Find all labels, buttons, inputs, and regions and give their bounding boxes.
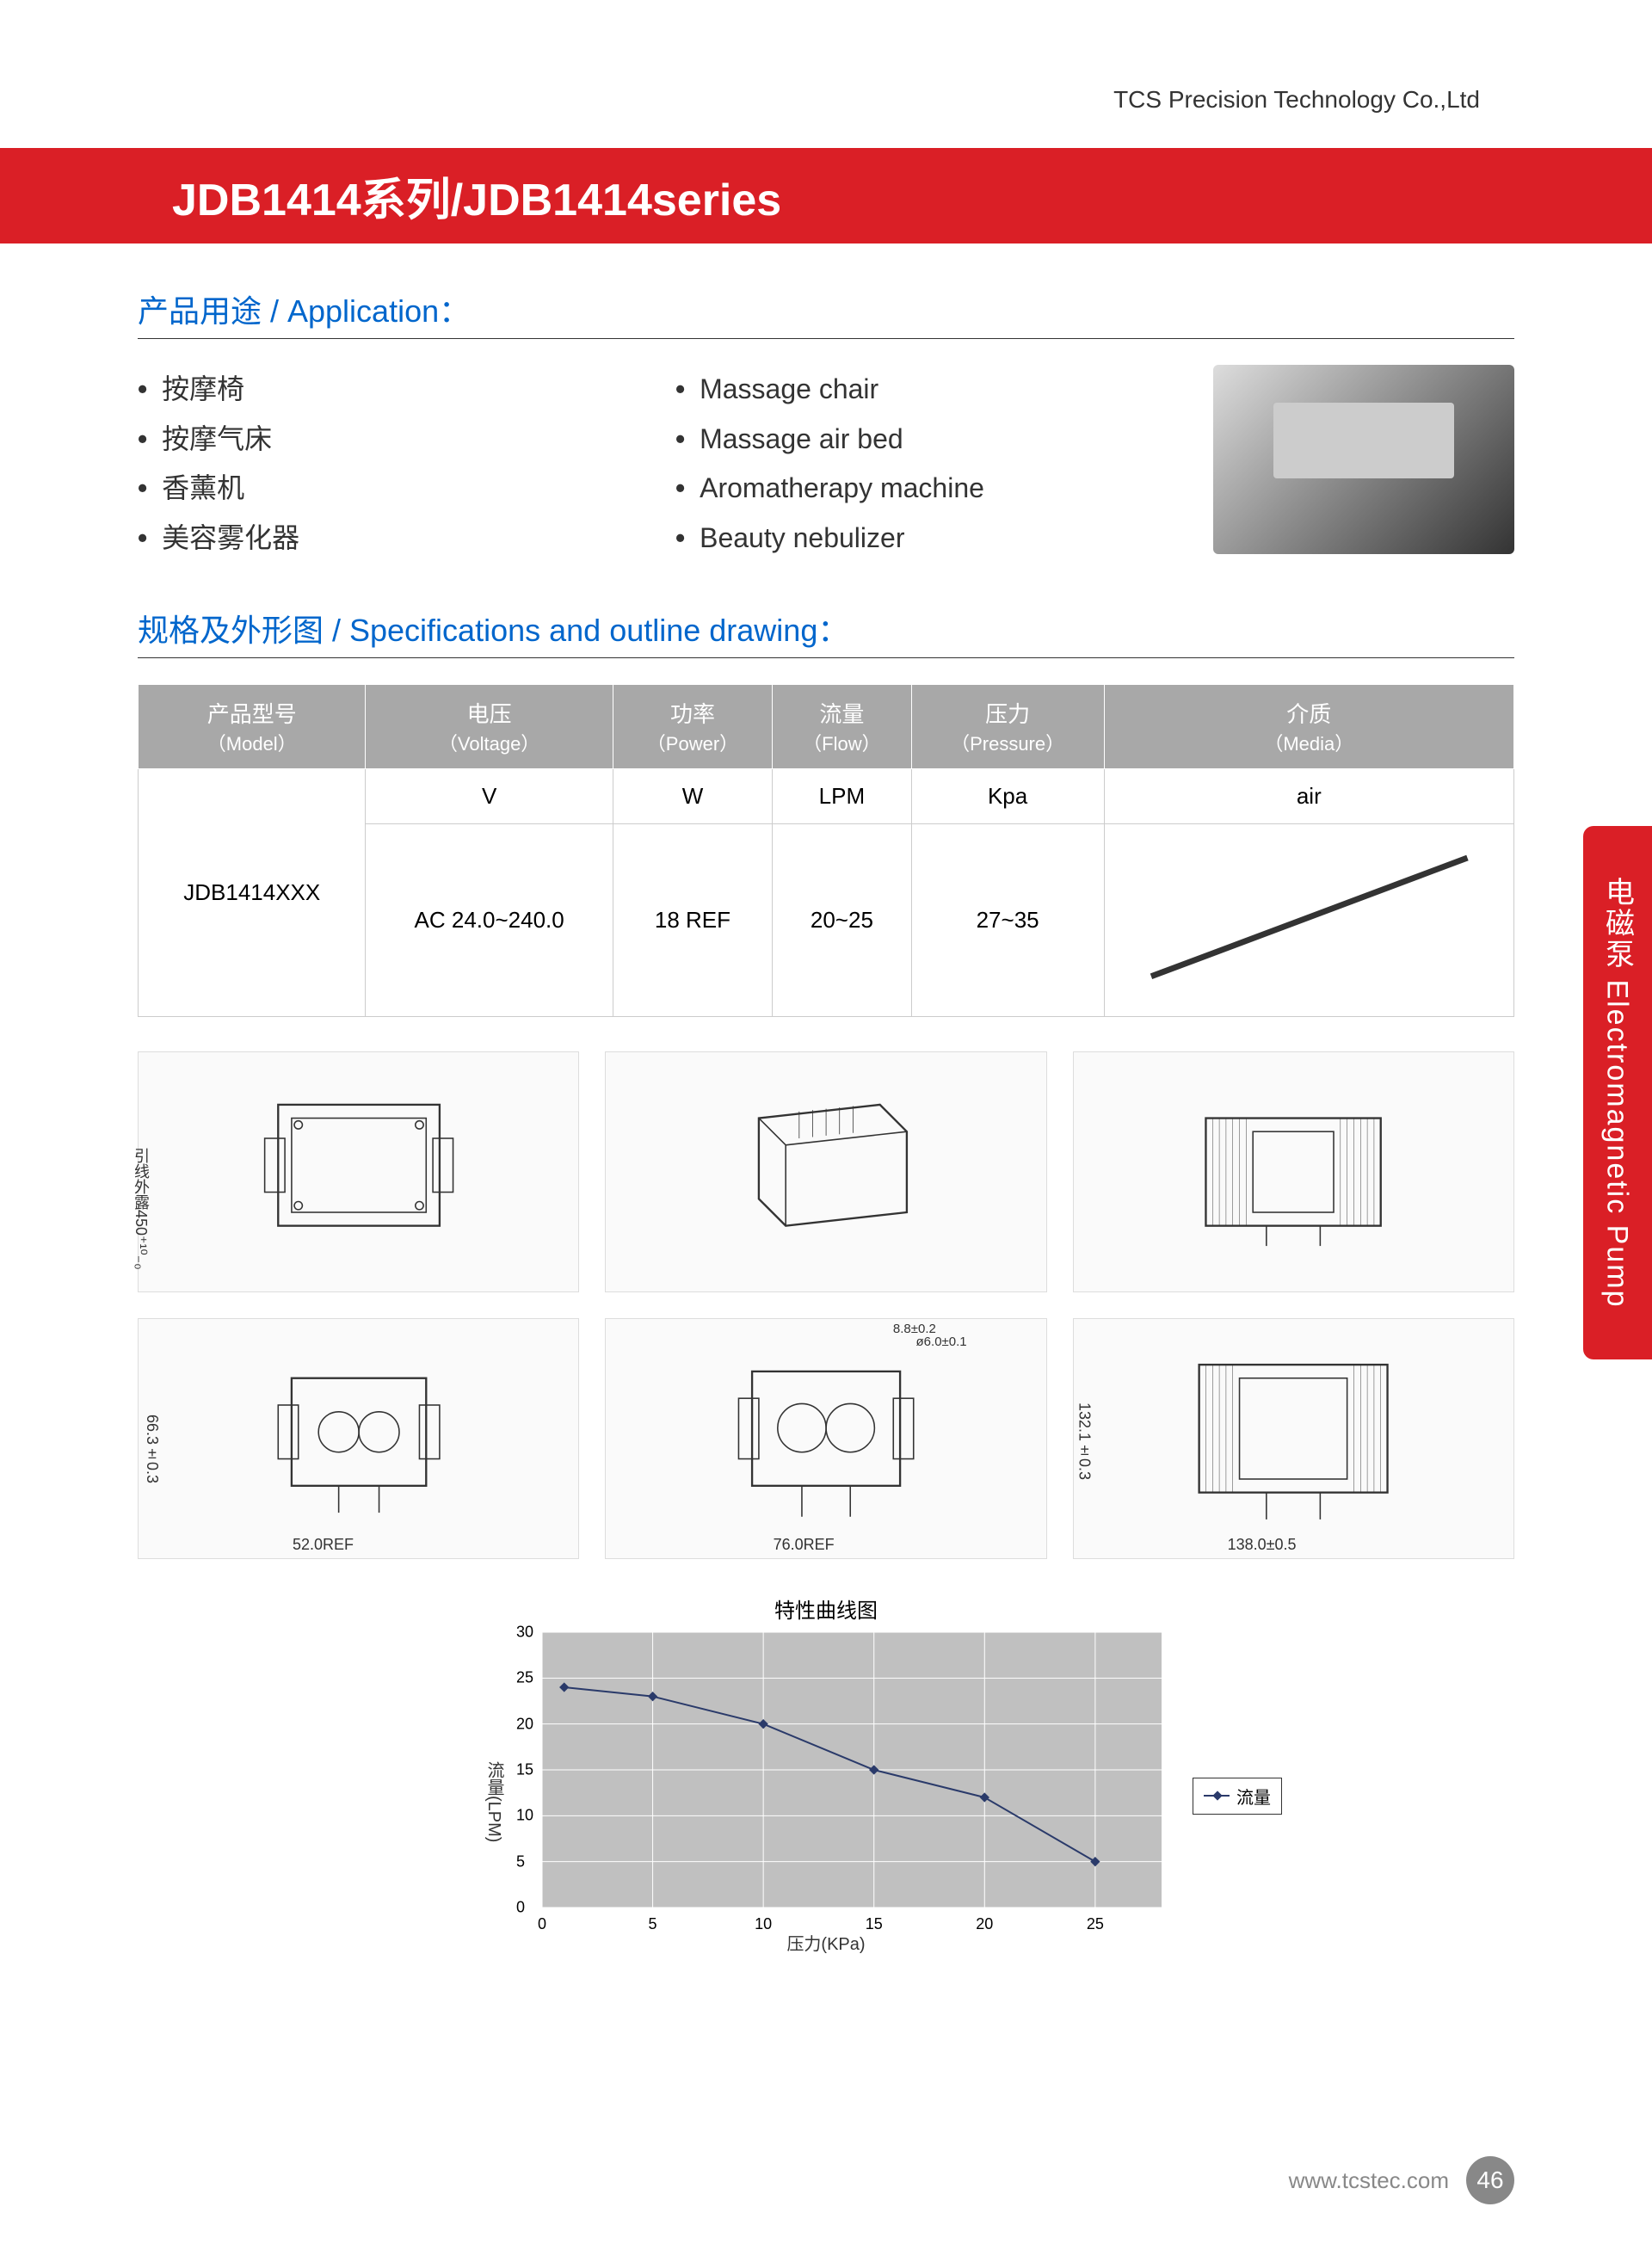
table-cell: Kpa xyxy=(911,769,1104,824)
dim-width1: 52.0REF xyxy=(293,1536,354,1554)
app-item: 美容雾化器 xyxy=(138,514,624,564)
app-item: Massage air bed xyxy=(675,415,1162,465)
product-photo xyxy=(1213,365,1514,554)
table-header: 压力（Pressure） xyxy=(911,685,1104,769)
drawing-top xyxy=(1073,1051,1514,1292)
y-axis-label: 流量(LPM) xyxy=(482,1761,507,1842)
company-name: TCS Precision Technology Co.,Ltd xyxy=(138,86,1514,114)
title-bar: JDB1414系列/JDB1414series xyxy=(0,148,1652,243)
page-number: 46 xyxy=(1466,2156,1514,2204)
dim-lead: 引线外露450⁺¹⁰₋₀ xyxy=(130,1148,152,1270)
table-header: 电压（Voltage） xyxy=(366,685,613,769)
chart-legend: 流量 xyxy=(1193,1778,1282,1815)
x-tick: 5 xyxy=(649,1915,657,1933)
drawing-iso1 xyxy=(605,1051,1046,1292)
table-cell: air xyxy=(1104,769,1513,824)
y-tick: 30 xyxy=(516,1624,533,1642)
app-list-cn: 按摩椅按摩气床香薰机美容雾化器 xyxy=(138,365,624,563)
chart-title: 特性曲线图 xyxy=(138,1593,1514,1624)
spec-table: 产品型号（Model）电压（Voltage）功率（Power）流量（Flow）压… xyxy=(138,684,1514,1017)
table-header: 功率（Power） xyxy=(613,685,772,769)
table-header: 流量（Flow） xyxy=(773,685,911,769)
table-cell: LPM xyxy=(773,769,911,824)
app-list-en: Massage chairMassage air bedAromatherapy… xyxy=(675,365,1162,563)
x-tick: 15 xyxy=(866,1915,883,1933)
dim-width2: 76.0REF xyxy=(774,1536,835,1554)
y-tick: 25 xyxy=(516,1669,533,1687)
x-tick: 0 xyxy=(538,1915,546,1933)
app-item: Massage chair xyxy=(675,365,1162,415)
section-application: 产品用途 / Application： xyxy=(138,287,1514,339)
drawing-side2: 76.0REF 8.8±0.2 ø6.0±0.1 xyxy=(605,1318,1046,1559)
y-tick: 20 xyxy=(516,1715,533,1733)
table-cell: JDB1414XXX xyxy=(139,769,366,1017)
table-header: 介质（Media） xyxy=(1104,685,1513,769)
section-specifications: 规格及外形图 / Specifications and outline draw… xyxy=(138,606,1514,658)
table-cell: 27~35 xyxy=(911,824,1104,1017)
table-cell: 20~25 xyxy=(773,824,911,1017)
table-cell: V xyxy=(366,769,613,824)
app-item: Beauty nebulizer xyxy=(675,514,1162,564)
app-item: Aromatherapy machine xyxy=(675,464,1162,514)
performance-chart xyxy=(542,1632,1162,1908)
app-item: 香薰机 xyxy=(138,464,624,514)
app-item: 按摩气床 xyxy=(138,415,624,465)
table-cell: AC 24.0~240.0 xyxy=(366,824,613,1017)
dim-width3: 138.0±0.5 xyxy=(1228,1536,1297,1554)
y-tick: 0 xyxy=(516,1899,525,1917)
x-tick: 25 xyxy=(1087,1915,1104,1933)
drawing-side1: 66.3±0.3 52.0REF xyxy=(138,1318,579,1559)
outline-drawings: 引线外露450⁺¹⁰₋₀ 66.3±0.3 52.0REF 76.0REF 8.… xyxy=(138,1051,1514,1559)
x-axis-label: 压力(KPa) xyxy=(786,1930,865,1955)
table-header: 产品型号（Model） xyxy=(139,685,366,769)
dim-height1: 66.3±0.3 xyxy=(143,1415,161,1483)
footer-url: www.tcstec.com xyxy=(1289,2167,1449,2194)
y-tick: 5 xyxy=(516,1852,525,1871)
table-cell xyxy=(1104,824,1513,1017)
table-cell: W xyxy=(613,769,772,824)
app-item: 按摩椅 xyxy=(138,365,624,415)
y-tick: 10 xyxy=(516,1807,533,1825)
dim-dia: ø6.0±0.1 xyxy=(916,1334,967,1349)
x-tick: 10 xyxy=(755,1915,772,1933)
drawing-front: 引线外露450⁺¹⁰₋₀ xyxy=(138,1051,579,1292)
dim-height2: 132.1±0.3 xyxy=(1076,1402,1094,1480)
x-tick: 20 xyxy=(976,1915,993,1933)
y-tick: 15 xyxy=(516,1761,533,1779)
drawing-side3: 132.1±0.3 138.0±0.5 xyxy=(1073,1318,1514,1559)
legend-label: 流量 xyxy=(1236,1784,1271,1809)
table-cell: 18 REF xyxy=(613,824,772,1017)
side-tab: 电磁泵 Electromagnetic Pump xyxy=(1583,826,1652,1359)
